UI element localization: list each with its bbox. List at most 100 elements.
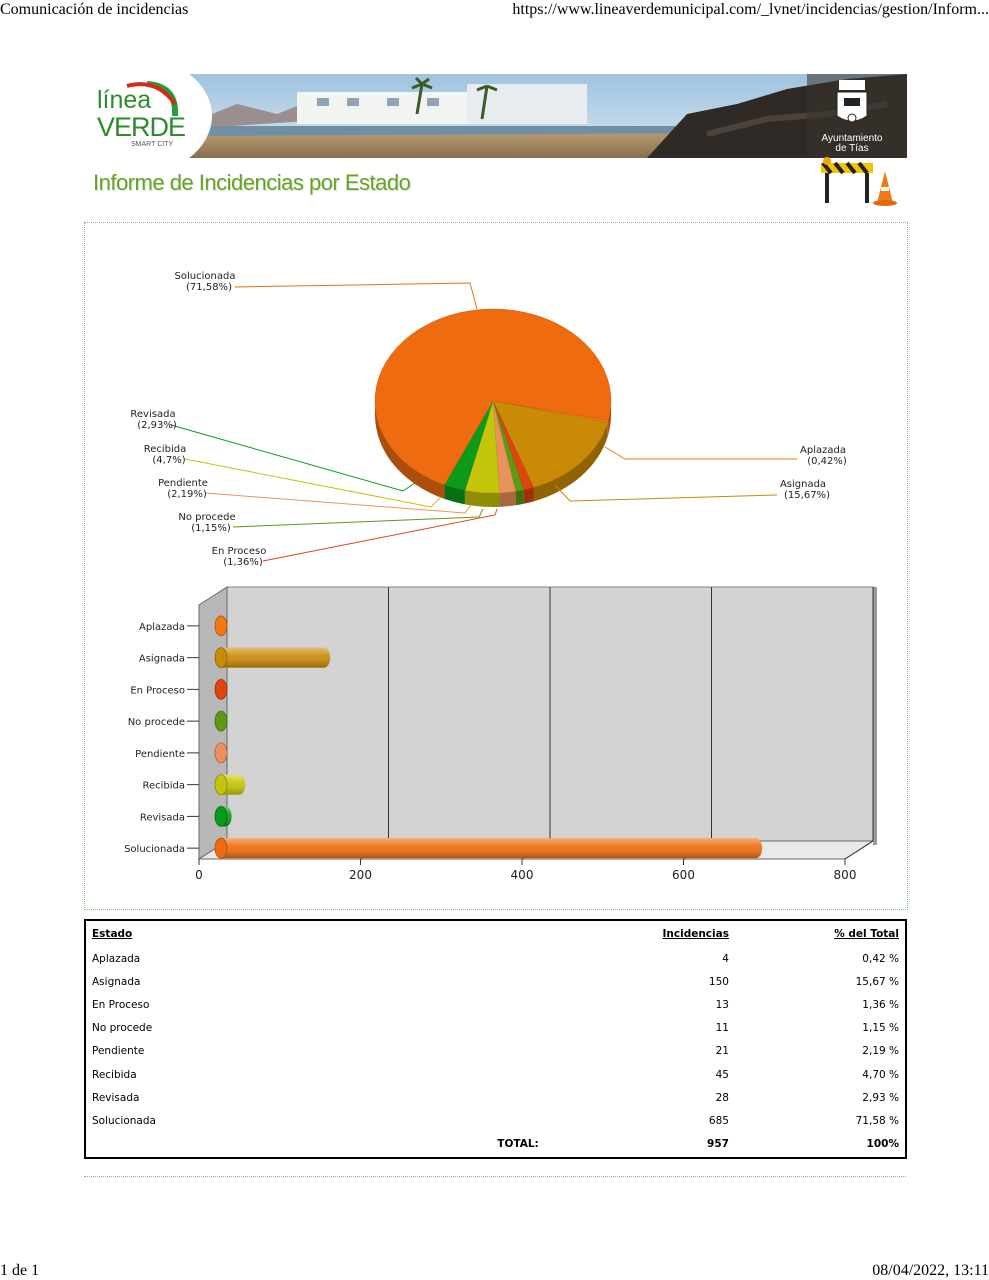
row-pct: 71,58 % [855,1114,899,1127]
pie-leader-lines [170,282,797,562]
row-incidencias: 685 [708,1114,729,1127]
pie-label-no-procede: No procede [178,512,235,523]
row-pct: 0,42 % [862,952,899,965]
bar-tick-label: 200 [349,868,372,882]
row-estado: No procede [92,1022,153,1035]
row-incidencias: 11 [715,1022,729,1035]
table-row: Asignada 150 15,67 % [86,970,905,993]
bar-category-label: Pendiente [135,749,185,760]
council-name: Ayuntamiento de Tías [809,134,895,154]
page-title: Comunicación de incidencias [0,1,189,18]
bottom-divider [84,1176,906,1177]
bar-no-procede [214,710,228,732]
pie-label-pendiente: Pendiente [158,478,208,489]
row-estado: En Proceso [92,998,150,1011]
pie-side-revisada [444,484,465,505]
council-shield-icon [836,80,868,123]
bar-tick-label: 800 [834,868,857,882]
pie-side-recibida [464,490,500,508]
bar-chart-tick-labels: 0 200 400 600 800 [195,859,856,882]
pie-slice-solucionada [374,308,612,486]
row-pct: 2,93 % [862,1091,899,1104]
total-incidencias: 957 [707,1138,729,1151]
row-incidencias: 150 [708,975,729,988]
pie-leader-pendiente [204,492,472,514]
pie-side-solucionada [375,401,445,499]
pie-slice-asignada [492,400,609,488]
row-estado: Pendiente [92,1045,145,1058]
bar-en-proceso [214,678,228,700]
pie-slices [374,308,612,494]
table-row: En Proceso 13 1,36 % [86,993,905,1016]
header-pct: % del Total [834,928,899,940]
bar-tick-label: 600 [672,868,695,882]
logo-line2: VERDE [97,112,186,142]
bar-solucionada [214,837,763,859]
bar-category-label: Aplazada [139,622,185,633]
bar-chart-right-shadow [873,587,877,845]
logo: línea VERDE SMART CITY [97,86,192,156]
row-incidencias: 4 [722,952,729,965]
pie-labels: Aplazada(0,42%) Asignada(15,67%) En Proces… [130,271,846,568]
pie-3d-sides [375,401,611,508]
row-incidencias: 28 [715,1091,729,1104]
pie-pct-pendiente: (2,19%) [167,489,207,500]
pie-pct-recibida: (4,7%) [152,455,185,466]
row-estado: Recibida [92,1068,137,1081]
bar-category-label: Recibida [142,781,185,792]
table-total-row: TOTAL: 957 100% [86,1133,905,1156]
pie-label-revisada: Revisada [130,409,175,420]
print-datetime: 08/04/2022, 13:11 [872,1262,989,1279]
logo-line1: línea [97,86,152,114]
bar-asignada [214,647,331,669]
print-header: Comunicación de incidencias https://www.… [0,0,989,22]
pie-leader-revisada [170,424,416,492]
pie-pct-asignada: (15,67%) [784,490,830,501]
pie-pct-solucionada: (71,58%) [186,282,232,293]
row-incidencias: 45 [715,1068,729,1081]
pie-label-recibida: Recibida [144,444,187,455]
page-url: https://www.lineaverdemunicipal.com/_lvn… [512,1,989,18]
row-pct: 1,15 % [862,1022,899,1035]
row-pct: 2,19 % [862,1045,899,1058]
pie-leader-asignada [554,484,778,502]
row-incidencias: 13 [715,998,729,1011]
pie-side-solucionada [608,401,611,435]
pie-side-aplazada [607,420,609,437]
pie-leader-no-procede [232,508,484,528]
bar-chart-grid [360,587,874,860]
bar-chart-category-labels: Aplazada Asignada En Proceso No procede Pend… [124,622,199,855]
total-pct: 100% [866,1138,899,1151]
table-body: Aplazada 4 0,42 % Asignada 150 15,67 % En Proc… [86,947,905,1133]
pie-leader-solucionada [234,282,478,310]
table-row: Revisada 28 2,93 % [86,1086,905,1109]
row-estado: Asignada [92,975,141,988]
pie-pct-en-proceso: (1,36%) [223,557,263,568]
row-pct: 1,36 % [862,998,899,1011]
pie-side-asignada [533,422,608,502]
bar-revisada [214,805,232,827]
pie-side-en-proceso [523,487,534,504]
bar-category-label: No procede [128,717,185,728]
bar-category-label: Solucionada [124,844,185,855]
pie-side-pendiente [499,491,516,507]
row-estado: Revisada [92,1091,140,1104]
bar-aplazada [214,615,228,637]
pie-pct-revisada: (2,93%) [137,420,177,431]
table-row: Recibida 45 4,70 % [86,1063,905,1086]
table-header-row: Estado Incidencias % del Total [86,921,905,947]
table-row: Solucionada 685 71,58 % [86,1109,905,1132]
bar-recibida [214,774,246,796]
roadworks-barrier-icon [821,157,897,206]
row-estado: Aplazada [92,952,141,965]
summary-table: Estado Incidencias % del Total Aplazada 4… [84,919,907,1159]
logo-sub: SMART CITY [131,141,174,148]
chart-area: Aplazada (0,42%) Asignada (15,67%) En Proces… [84,222,908,910]
header-estado: Estado [92,928,133,940]
print-footer: 1 de 1 08/04/2022, 13:11 [0,1262,989,1280]
data-table: Estado Incidencias % del Total Aplazada 4… [86,921,905,1156]
pie-leader-en-proceso [262,508,498,562]
total-label: TOTAL: [497,1138,539,1151]
pie-leader-recibida [184,458,442,508]
row-pct: 15,67 % [855,975,899,988]
